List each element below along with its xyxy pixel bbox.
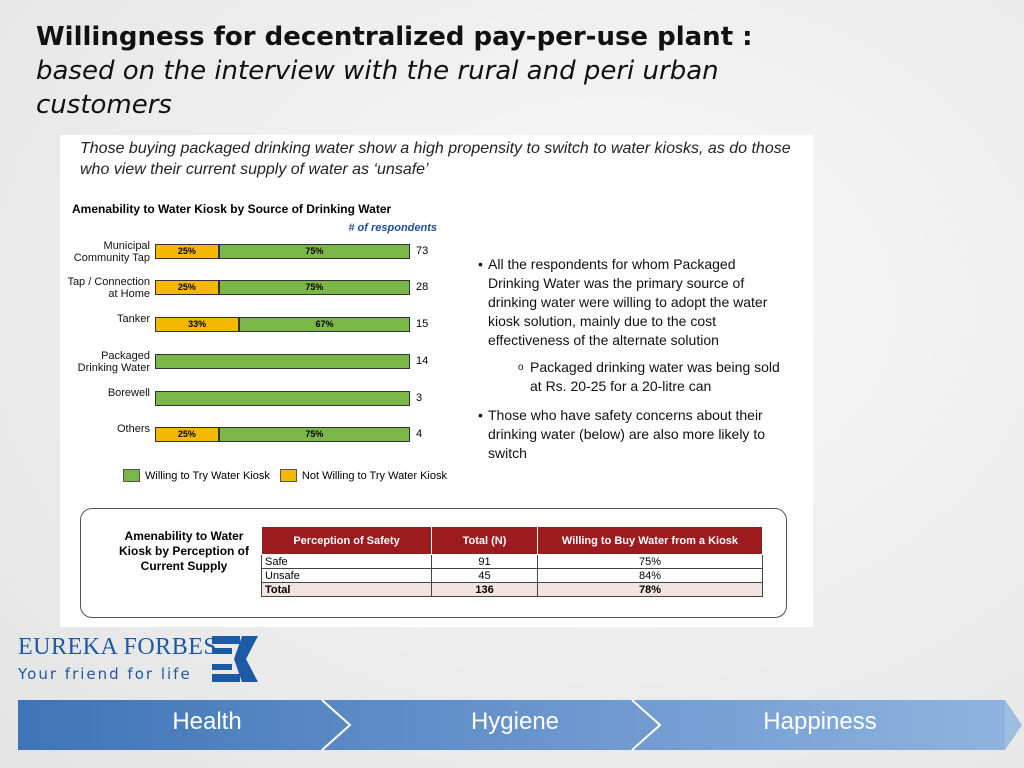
title-italic: based on the interview with the rural an… [36,56,719,120]
category-label: Municipal Community Tap [73,240,150,264]
bullet: Those who have safety concerns about the… [478,406,788,463]
title-bold: Willingness for decentralized pay-per-us… [36,22,753,52]
data-label: 25% [177,429,196,439]
logo-tagline: Your friend for life [18,665,192,683]
content-panel: Those buying packaged drinking water sho… [60,135,813,627]
logo-name: EUREKA FORBES [18,634,218,660]
bar-segment [155,354,410,369]
slide-title: Willingness for decentralized pay-per-us… [36,20,836,122]
bar-segment: 25% [155,244,219,259]
chart-title: Amenability to Water Kiosk by Source of … [72,202,392,216]
nav-label: Happiness [763,708,877,735]
bar-segment [155,391,410,406]
legend-swatch [123,469,140,482]
respondent-count: 73 [416,245,429,257]
respondent-count: 4 [416,428,423,440]
intro-text: Those buying packaged drinking water sho… [80,140,791,178]
bar-segment: 67% [239,317,410,332]
nav-bar [18,699,1022,751]
category-label: Tap / Connection at Home [67,276,150,300]
table-cell: 75% [536,554,764,569]
legend-label: Willing to Try Water Kiosk [145,469,270,482]
table-box: Amenability to Water Kiosk by Perception… [80,508,787,618]
sub-bullet: Packaged drinking water was being sold a… [518,358,788,396]
table-header: Willing to Buy Water from a Kiosk [536,526,764,555]
bar-segment: 75% [218,280,410,295]
chart-annotation: # of respondents [348,222,437,234]
bar-segment: 75% [218,427,410,442]
table-cell: 91 [431,554,538,569]
data-label: 75% [305,282,324,292]
bar-segment: 75% [218,244,410,259]
bar-segment: 25% [155,280,219,295]
nav-label: Hygiene [470,708,560,735]
data-label: 75% [305,246,324,256]
category-label: Packaged Drinking Water [77,350,150,374]
table-caption: Amenability to Water Kiosk by Perception… [118,529,250,573]
data-label: 33% [188,319,207,329]
data-label: 75% [305,429,324,439]
table-cell: Total [260,582,433,597]
table-row: Total 136 78% [260,582,764,597]
nav-label: Health [172,708,242,735]
category-label: Tanker [116,313,150,325]
table-cell: 78% [536,582,764,597]
category-label: Borewell [107,387,150,399]
logo-icon [212,636,258,682]
bullet: All the respondents for whom Packaged Dr… [478,255,788,350]
respondent-count: 14 [416,355,429,367]
respondent-count: 3 [416,392,423,404]
legend: Willing to Try Water Kiosk Not Willing to… [123,469,447,482]
legend-label: Not Willing to Try Water Kiosk [301,469,447,482]
bullets: All the respondents for whom Packaged Dr… [478,255,788,471]
table-row: Safe 91 75% [260,554,764,569]
chart: Municipal Community Tap 25% 75% 73 Tap / Con… [60,135,460,495]
data-label: 25% [177,246,196,256]
table-header: Perception of Safety [260,526,433,555]
table-cell: 84% [536,568,764,583]
table-cell: 45 [431,568,538,583]
respondent-count: 28 [416,281,429,293]
data-label: 67% [315,319,334,329]
table-cell: Safe [260,554,433,569]
bar-segment: 25% [155,427,219,442]
table-row: Unsafe 45 84% [260,568,764,583]
table: Perception of Safety Total (N) Willing to … [260,526,764,597]
bar-segment: 33% [155,317,240,332]
table-header: Total (N) [431,526,538,555]
table-cell: Unsafe [260,568,433,583]
respondent-count: 15 [416,318,429,330]
category-label: Others [116,423,150,435]
legend-swatch [279,469,297,482]
data-label: 25% [177,282,196,292]
table-cell: 136 [431,582,538,597]
